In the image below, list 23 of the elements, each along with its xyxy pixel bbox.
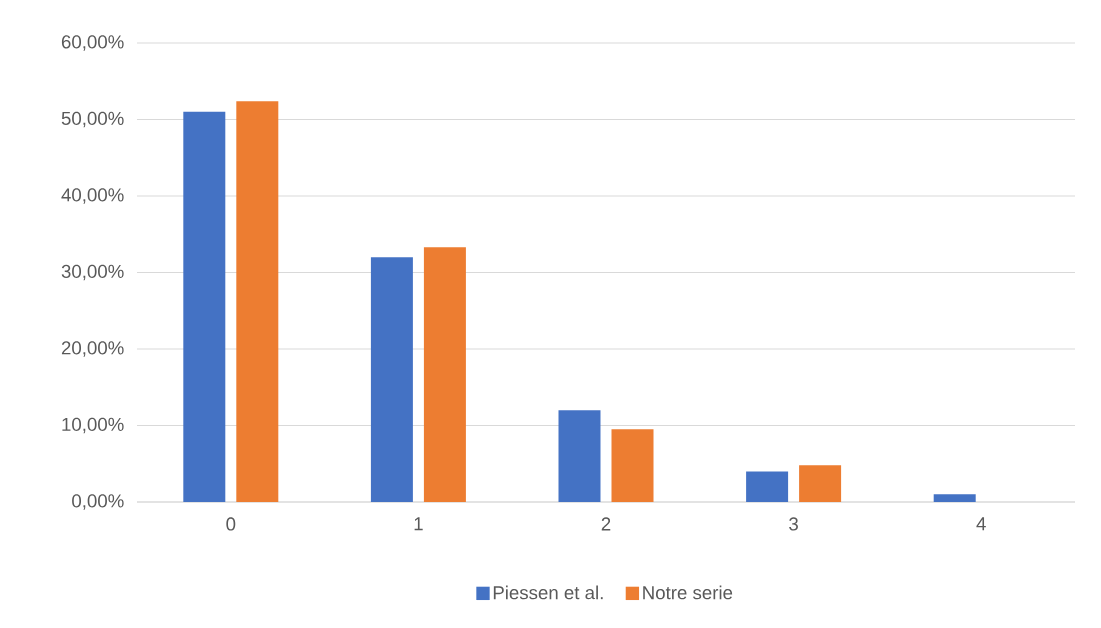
y-tick-label: 40,00%	[61, 188, 124, 204]
y-tick-label: 10,00%	[62, 417, 124, 434]
x-tick-label: 1	[414, 517, 423, 531]
bar	[423, 247, 466, 502]
bar	[799, 465, 842, 502]
legend-label: Notre serie	[643, 585, 733, 600]
legend-label: Piessen et al.	[493, 585, 603, 600]
x-tick-label: 0	[226, 517, 236, 531]
bar	[611, 429, 654, 502]
y-tick-label: 60,00%	[61, 35, 124, 51]
y-tick-label: 20,00%	[61, 341, 124, 357]
bar	[746, 471, 789, 502]
x-tick-label: 3	[789, 517, 798, 531]
x-tick-label: 4	[976, 517, 986, 531]
bar	[370, 257, 413, 502]
bar	[183, 111, 226, 502]
bar	[236, 101, 279, 502]
x-tick-label: 2	[601, 517, 611, 531]
y-tick-label: 0,00%	[72, 494, 124, 510]
bar	[558, 410, 601, 502]
y-tick-label: 30,00%	[61, 264, 124, 281]
y-tick-label: 50,00%	[61, 111, 124, 128]
bar	[933, 494, 976, 502]
